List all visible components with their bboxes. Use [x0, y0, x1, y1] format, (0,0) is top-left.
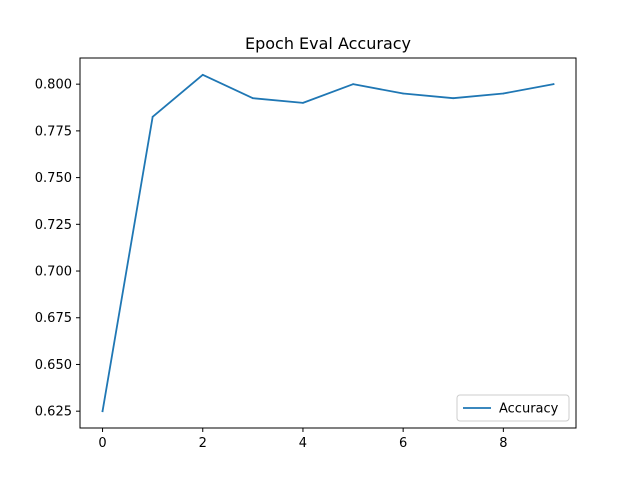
data-point — [452, 97, 455, 100]
series-line-accuracy — [101, 73, 555, 413]
data-point — [402, 92, 405, 95]
data-point — [302, 101, 304, 104]
x-tick-label: 8 — [499, 436, 507, 451]
data-point — [101, 410, 104, 413]
axis-ticks: 0 2 4 6 8 0.625 0.650 0.675 0.700 0.725 0.750 0.775… — [35, 78, 508, 451]
y-tick-label: 0.675 — [35, 311, 72, 326]
data-point — [352, 83, 354, 86]
plot-area-frame — [79, 57, 577, 429]
data-point — [502, 92, 505, 95]
x-tick-label: 4 — [299, 436, 307, 451]
x-tick-label: 2 — [199, 436, 207, 451]
y-tick-label: 0.750 — [35, 171, 72, 186]
data-point — [251, 97, 254, 100]
legend-label: Accuracy — [499, 402, 559, 417]
data-point — [552, 83, 555, 86]
legend-box — [456, 394, 570, 422]
chart-title: Epoch Eval Accuracy — [245, 34, 411, 53]
y-tick-label: 0.650 — [35, 358, 72, 373]
data-point — [151, 115, 154, 118]
y-tick-label: 0.625 — [35, 405, 72, 420]
x-tick-label: 6 — [399, 436, 407, 451]
y-tick-label: 0.725 — [35, 218, 72, 233]
legend: Accuracy — [456, 394, 570, 422]
y-tick-label: 0.775 — [35, 124, 72, 139]
x-tick-label: 0 — [98, 436, 106, 451]
data-point — [201, 73, 204, 76]
y-tick-label: 0.700 — [35, 265, 72, 280]
series-lines — [101, 73, 555, 413]
y-tick-label: 0.800 — [35, 78, 72, 93]
